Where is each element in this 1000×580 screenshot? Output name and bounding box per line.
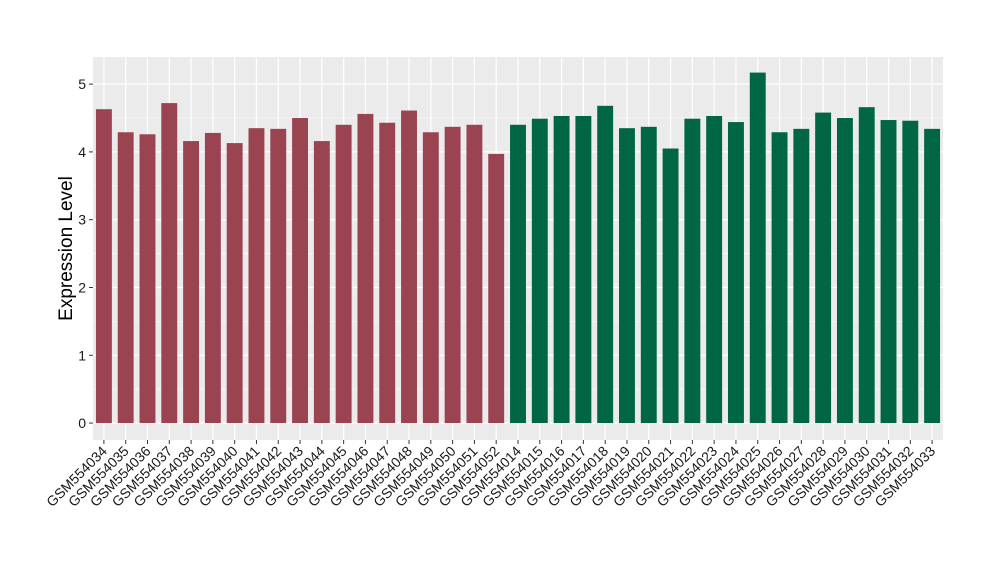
bar [357,113,374,424]
bar [706,115,723,424]
bar [292,118,309,424]
bar [597,105,614,424]
bars [95,72,941,424]
bar [401,110,417,424]
bar [248,128,265,424]
bar [749,72,766,424]
bar [531,118,548,424]
y-tick-label: 2 [78,279,86,295]
y-tick-label: 4 [78,144,86,160]
bar [270,128,287,424]
y-tick-label: 0 [78,415,86,431]
bar [488,153,505,424]
bar [858,107,875,424]
bar [95,109,112,424]
bar [139,134,156,424]
bar [161,103,178,424]
bar [422,132,439,424]
bar [727,122,744,424]
bar [379,122,396,424]
bar [553,115,570,424]
bar [924,128,941,424]
bar [902,120,919,424]
bar [793,128,810,424]
bar [335,124,352,424]
bar [771,132,788,424]
bar [640,126,657,424]
bar [183,141,200,424]
bar [619,128,635,424]
bar [662,148,679,424]
bar [510,124,526,424]
y-axis: 0 1 2 3 4 5 [78,76,93,431]
bar [466,124,483,424]
bar [117,132,134,424]
y-axis-title: Expression Level [56,176,77,321]
bar [836,118,853,424]
bar [444,126,461,424]
y-tick-label: 5 [78,76,86,92]
bar [684,118,701,424]
x-axis: GSM554034GSM554035GSM554036GSM554037GSM5… [43,440,938,510]
bar [575,115,592,424]
bar [815,112,832,424]
bar [313,141,330,424]
y-tick-label: 1 [78,347,86,363]
y-tick-label: 3 [78,212,86,228]
bar [880,120,897,424]
bar [204,132,221,424]
bar [226,143,243,424]
